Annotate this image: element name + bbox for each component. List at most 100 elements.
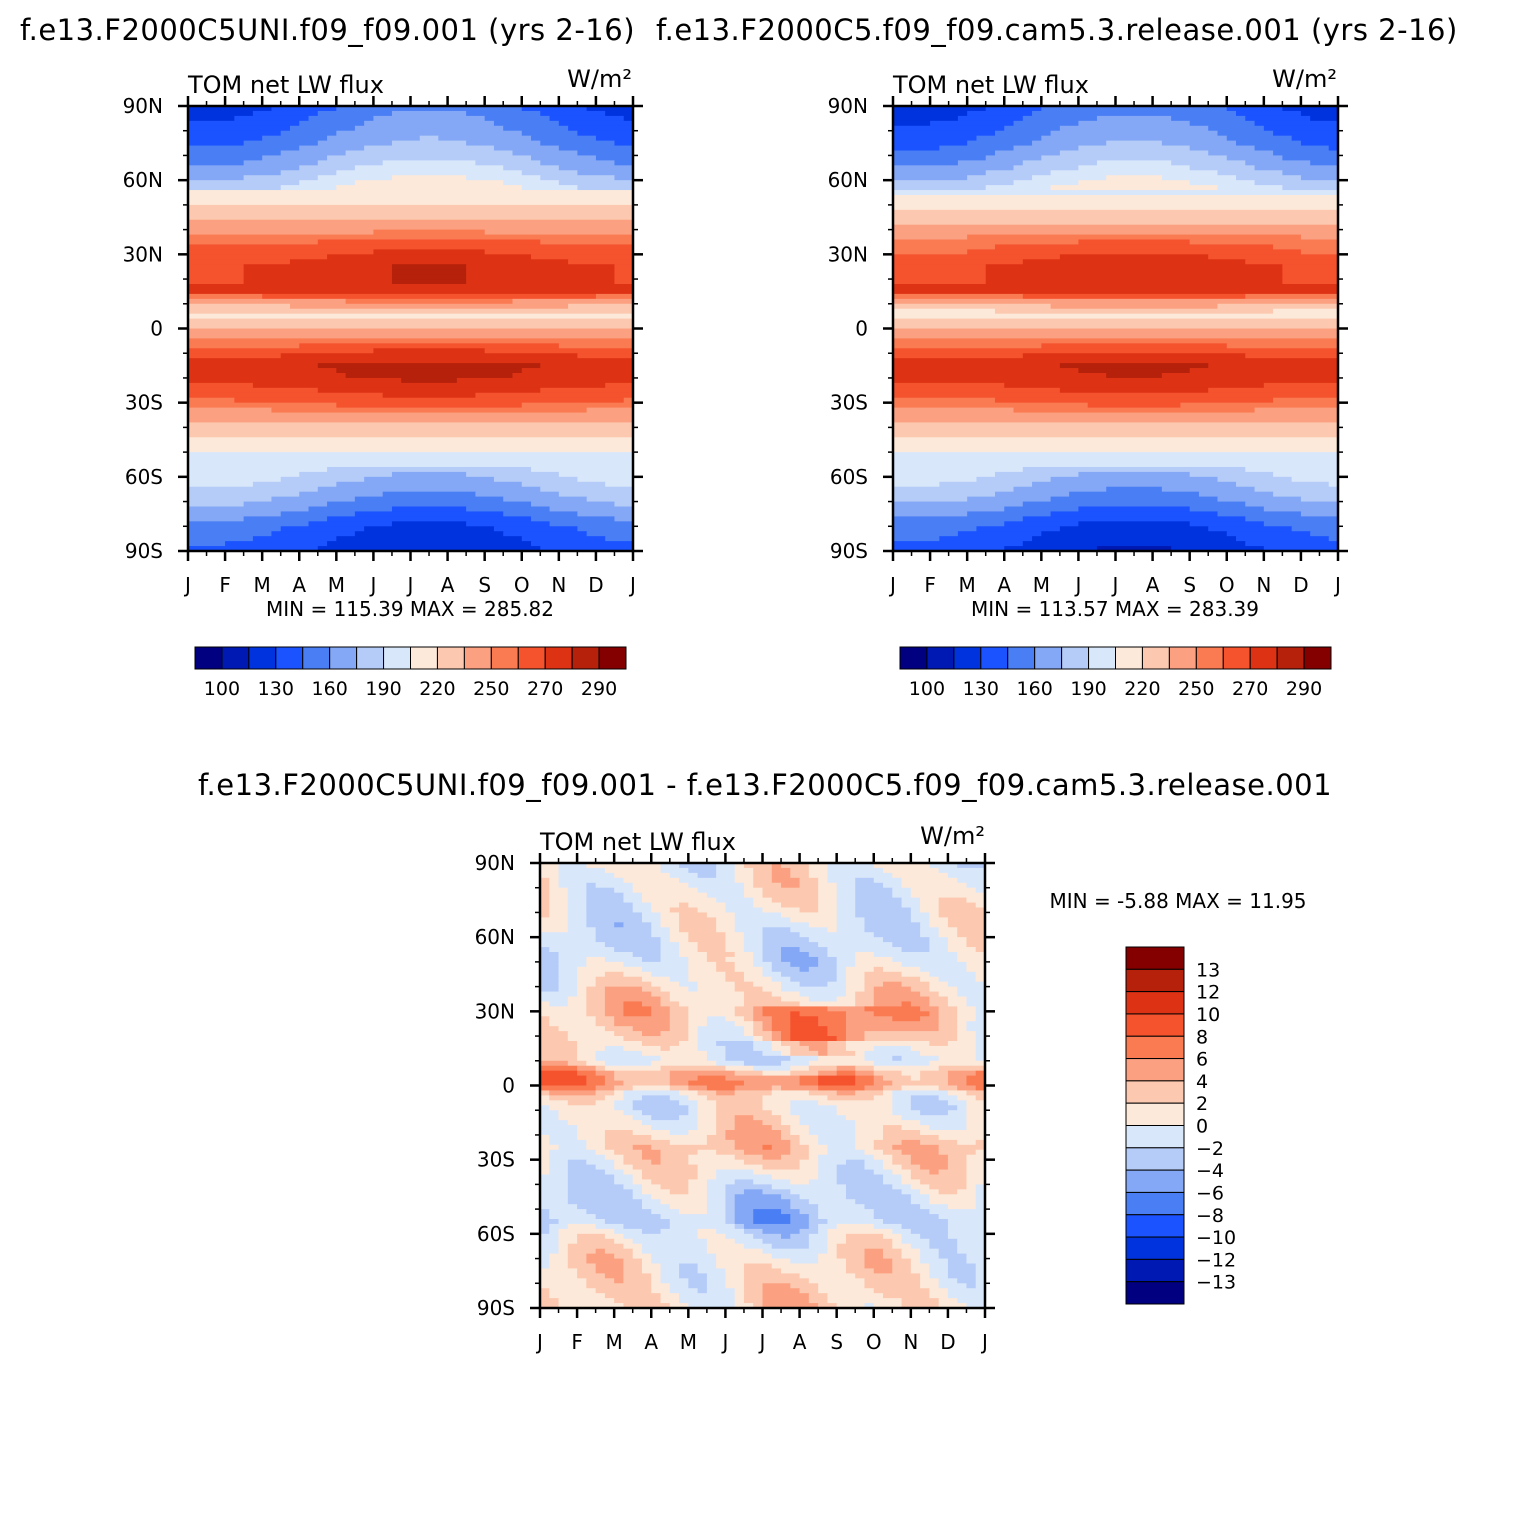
contour-cell (799, 882, 819, 889)
contour-cell (188, 110, 254, 117)
contour-cell (252, 536, 337, 542)
contour-cell (632, 1085, 671, 1092)
contour-cell (910, 1045, 977, 1052)
contour-cell (549, 897, 569, 904)
panel-3-subtitle: TOM net LW flux (539, 828, 736, 856)
contour-cell (893, 130, 996, 137)
contour-cell (1282, 264, 1339, 270)
contour-cell (827, 1045, 847, 1052)
contour-cell (669, 1095, 689, 1101)
contour-cell (1078, 521, 1191, 527)
contour-cell (883, 966, 921, 973)
contour-cell (901, 1253, 921, 1260)
contour-cell (734, 1006, 754, 1012)
contour-cell (790, 1258, 819, 1265)
contour-cell (947, 1268, 977, 1274)
contour-cell (883, 1293, 930, 1299)
contour-cell (1282, 274, 1339, 280)
contour-cell (540, 1154, 550, 1161)
contour-cell (1291, 135, 1339, 142)
contour-cell (697, 947, 727, 953)
contour-cell (605, 481, 634, 488)
contour-cell (188, 481, 254, 488)
contour-cell (188, 214, 634, 221)
contour-cell (540, 1090, 550, 1096)
contour-cell (651, 1115, 680, 1121)
contour-cell (697, 907, 727, 914)
contour-cell (558, 1110, 625, 1116)
contour-cell (327, 135, 421, 142)
contour-cell (706, 1184, 727, 1190)
contour-cell (669, 1070, 736, 1077)
contour-cell (799, 991, 847, 998)
contour-cell (994, 150, 1061, 157)
contour-cell (957, 986, 986, 993)
contour-cell (540, 1223, 550, 1230)
contour-cell (558, 882, 587, 889)
contour-cell (734, 981, 754, 988)
contour-cell (975, 902, 986, 909)
contour-cell (790, 1011, 801, 1017)
y-tick-label: 90S (830, 539, 868, 563)
contour-cell (957, 1016, 977, 1022)
contour-cell (966, 1258, 986, 1265)
contour-cell (697, 1115, 717, 1121)
contour-cell (660, 1001, 680, 1007)
contour-cell (967, 140, 1033, 147)
contour-cell (475, 392, 634, 399)
contour-cell (614, 1238, 634, 1245)
contour-cell (614, 1105, 634, 1111)
contour-cell (734, 1021, 754, 1027)
contour-cell (604, 1219, 671, 1225)
panel-1-contour-field (188, 106, 634, 552)
contour-cell (669, 1006, 689, 1012)
contour-cell (762, 1298, 810, 1304)
panel-1: f.e13.F2000C5UNI.f09_f09.001 (yrs 2-16) … (20, 13, 643, 700)
contour-cell (1273, 130, 1339, 137)
contour-cell (743, 1228, 764, 1235)
contour-cell (939, 145, 1015, 152)
x-tick-label: N (903, 1330, 918, 1354)
contour-cell (660, 1055, 708, 1062)
contour-cell (836, 917, 866, 923)
contour-cell (818, 1283, 866, 1289)
contour-cell (799, 1228, 819, 1235)
contour-cell (697, 1288, 708, 1294)
contour-cell (753, 872, 773, 879)
contour-cell (586, 961, 625, 968)
contour-cell (549, 1090, 597, 1096)
contour-cell (243, 264, 393, 270)
contour-cell (873, 1060, 930, 1067)
contour-cell (540, 1115, 560, 1121)
contour-cell (893, 462, 1339, 468)
contour-cell (929, 1268, 949, 1274)
contour-cell (901, 882, 968, 889)
contour-cell (540, 912, 550, 918)
x-tick-label: S (1183, 573, 1196, 597)
contour-cell (1050, 185, 1219, 191)
contour-cell (893, 284, 1339, 290)
contour-cell (893, 377, 1339, 384)
contour-cell (234, 397, 625, 404)
contour-cell (549, 1288, 597, 1294)
contour-cell (586, 531, 634, 537)
contour-cell (1106, 140, 1163, 147)
contour-cell (706, 1278, 727, 1284)
contour-cell (734, 1154, 764, 1161)
contour-cell (540, 1233, 560, 1240)
contour-cell (188, 293, 263, 300)
contour-cell (1245, 466, 1339, 473)
x-tick-label: S (830, 1330, 843, 1354)
contour-cell (540, 1050, 578, 1057)
contour-cell (706, 1085, 736, 1092)
contour-cell (799, 1041, 828, 1047)
contour-cell (669, 1204, 708, 1210)
contour-cell (893, 452, 1339, 458)
contour-cell (679, 902, 689, 909)
contour-cell (910, 1001, 930, 1007)
contour-cell (697, 1125, 717, 1131)
contour-cell (893, 209, 1339, 216)
contour-cell (790, 1204, 819, 1210)
contour-cell (901, 1189, 921, 1195)
contour-cell (1041, 531, 1228, 537)
